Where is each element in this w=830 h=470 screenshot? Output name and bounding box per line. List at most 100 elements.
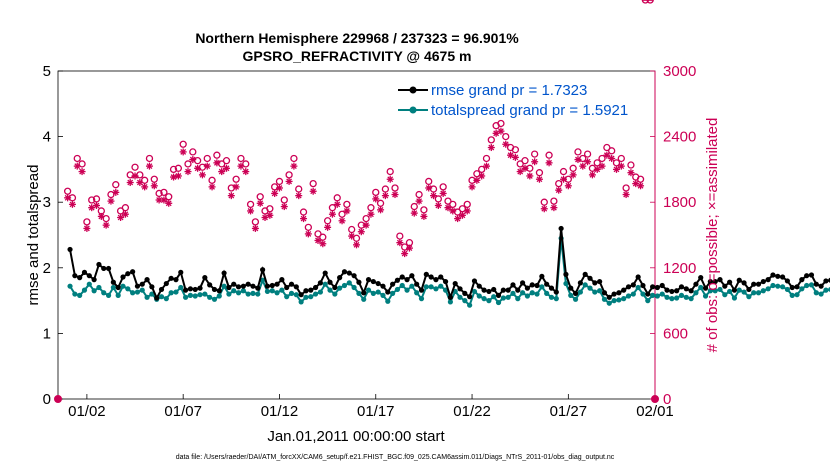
obs-possible-point [535,169,544,177]
totalspread-point [491,294,497,300]
totalspread-point [645,298,651,304]
rmse-point [712,278,718,285]
totalspread-point [346,280,352,286]
totalspread-point [741,289,747,295]
obs-possible-point [396,232,404,240]
rmse-point [568,285,574,291]
totalspread-point [144,294,150,300]
rmse-point [182,287,189,293]
obs-possible-point [338,210,346,218]
totalspread-point [211,296,218,302]
obs-assimilated-point [184,168,192,176]
obs-possible-point [410,202,418,211]
rmse-point [187,286,193,292]
obs-possible-point [434,195,442,203]
totalspread-point [125,286,131,292]
obs-assimilated-point [271,189,279,197]
obs-possible-point [184,160,192,168]
rmse-point [370,278,376,285]
rmse-point [298,292,304,298]
totalspread-point [235,290,242,296]
obs-possible-point [636,175,645,183]
rmse-point [731,287,738,293]
rmse-point [255,285,261,291]
rmse-point [515,287,521,293]
rmse-point [539,273,545,279]
y-right-tick-label: 600 [663,325,688,342]
rmse-point [534,282,540,289]
obs-assimilated-point [198,171,206,179]
obs-possible-point [608,147,616,155]
rmse-point [211,286,218,293]
obs-possible-point [227,184,235,192]
rmse-point [577,280,583,286]
totalspread-point [207,294,213,300]
rmse-series [67,225,830,301]
obs-assimilated-point [401,250,409,258]
obs-possible-point [478,165,486,174]
rmse-point [500,287,506,293]
obs-possible-point [583,150,592,158]
rmse-point [481,287,487,293]
obs-assimilated-point [179,148,187,156]
totalspread-point [597,288,603,294]
obs-assimilated-point [309,187,317,195]
rmse-point [327,279,333,285]
totalspread-point [163,296,169,302]
obs-assimilated-point [227,192,235,200]
obs-possible-point [116,207,125,215]
obs-possible-point [617,154,625,163]
obs-possible-point [285,171,293,179]
obs-assimilated-point [535,175,543,183]
totalspread-point [572,296,579,302]
rmse-point [269,282,275,289]
totalspread-point [173,289,179,295]
obs-assimilated-point [482,162,490,170]
obs-assimilated-point [550,204,558,212]
obs-assimilated-point [304,230,312,238]
rmse-point [120,274,126,280]
rmse-point [553,289,559,295]
totalspread-point [81,287,88,293]
y-left-tick-label: 1 [43,325,51,342]
rmse-point [317,280,323,286]
totalspread-point [274,290,280,296]
rmse-point [394,277,401,283]
legend-spread-marker [409,106,417,114]
obs-possible-point [348,225,356,234]
y-left-tick-label: 0 [43,391,51,408]
rmse-point [260,267,266,273]
rmse-point [625,284,632,290]
y-right-tick-label: 2400 [663,129,696,146]
obs-assimilated-point [117,214,125,222]
rmse-point [438,274,444,280]
obs-assimilated-point [266,211,274,219]
rmse-point [548,285,555,291]
totalspread-point [394,286,401,293]
rmse-point [765,277,771,283]
totalspread-point [399,282,405,289]
rmse-point [365,277,372,283]
obs-possible-point [564,175,572,183]
totalspread-point [409,283,415,289]
obs-possible-point [328,204,337,212]
obs-assimilated-point [497,127,505,135]
obs-possible-point [516,160,524,168]
totalspread-point [702,293,709,299]
totalspread-series [67,235,830,308]
rmse-point [606,294,612,300]
y-right-tick-label: 3000 [663,63,696,80]
rmse-point [115,284,121,291]
rmse-point [409,273,415,279]
rmse-point [312,284,319,291]
rmse-point [351,273,357,279]
rmse-point [149,284,155,290]
obs-possible-point [271,183,279,191]
obs-possible-point [213,151,221,159]
obs-possible-point [333,194,341,202]
obs-possible-point [381,185,390,193]
obs-possible-point [487,136,495,144]
obs-possible-point [242,160,250,168]
obs-assimilated-point [353,241,360,249]
obs-possible-point [343,200,351,209]
